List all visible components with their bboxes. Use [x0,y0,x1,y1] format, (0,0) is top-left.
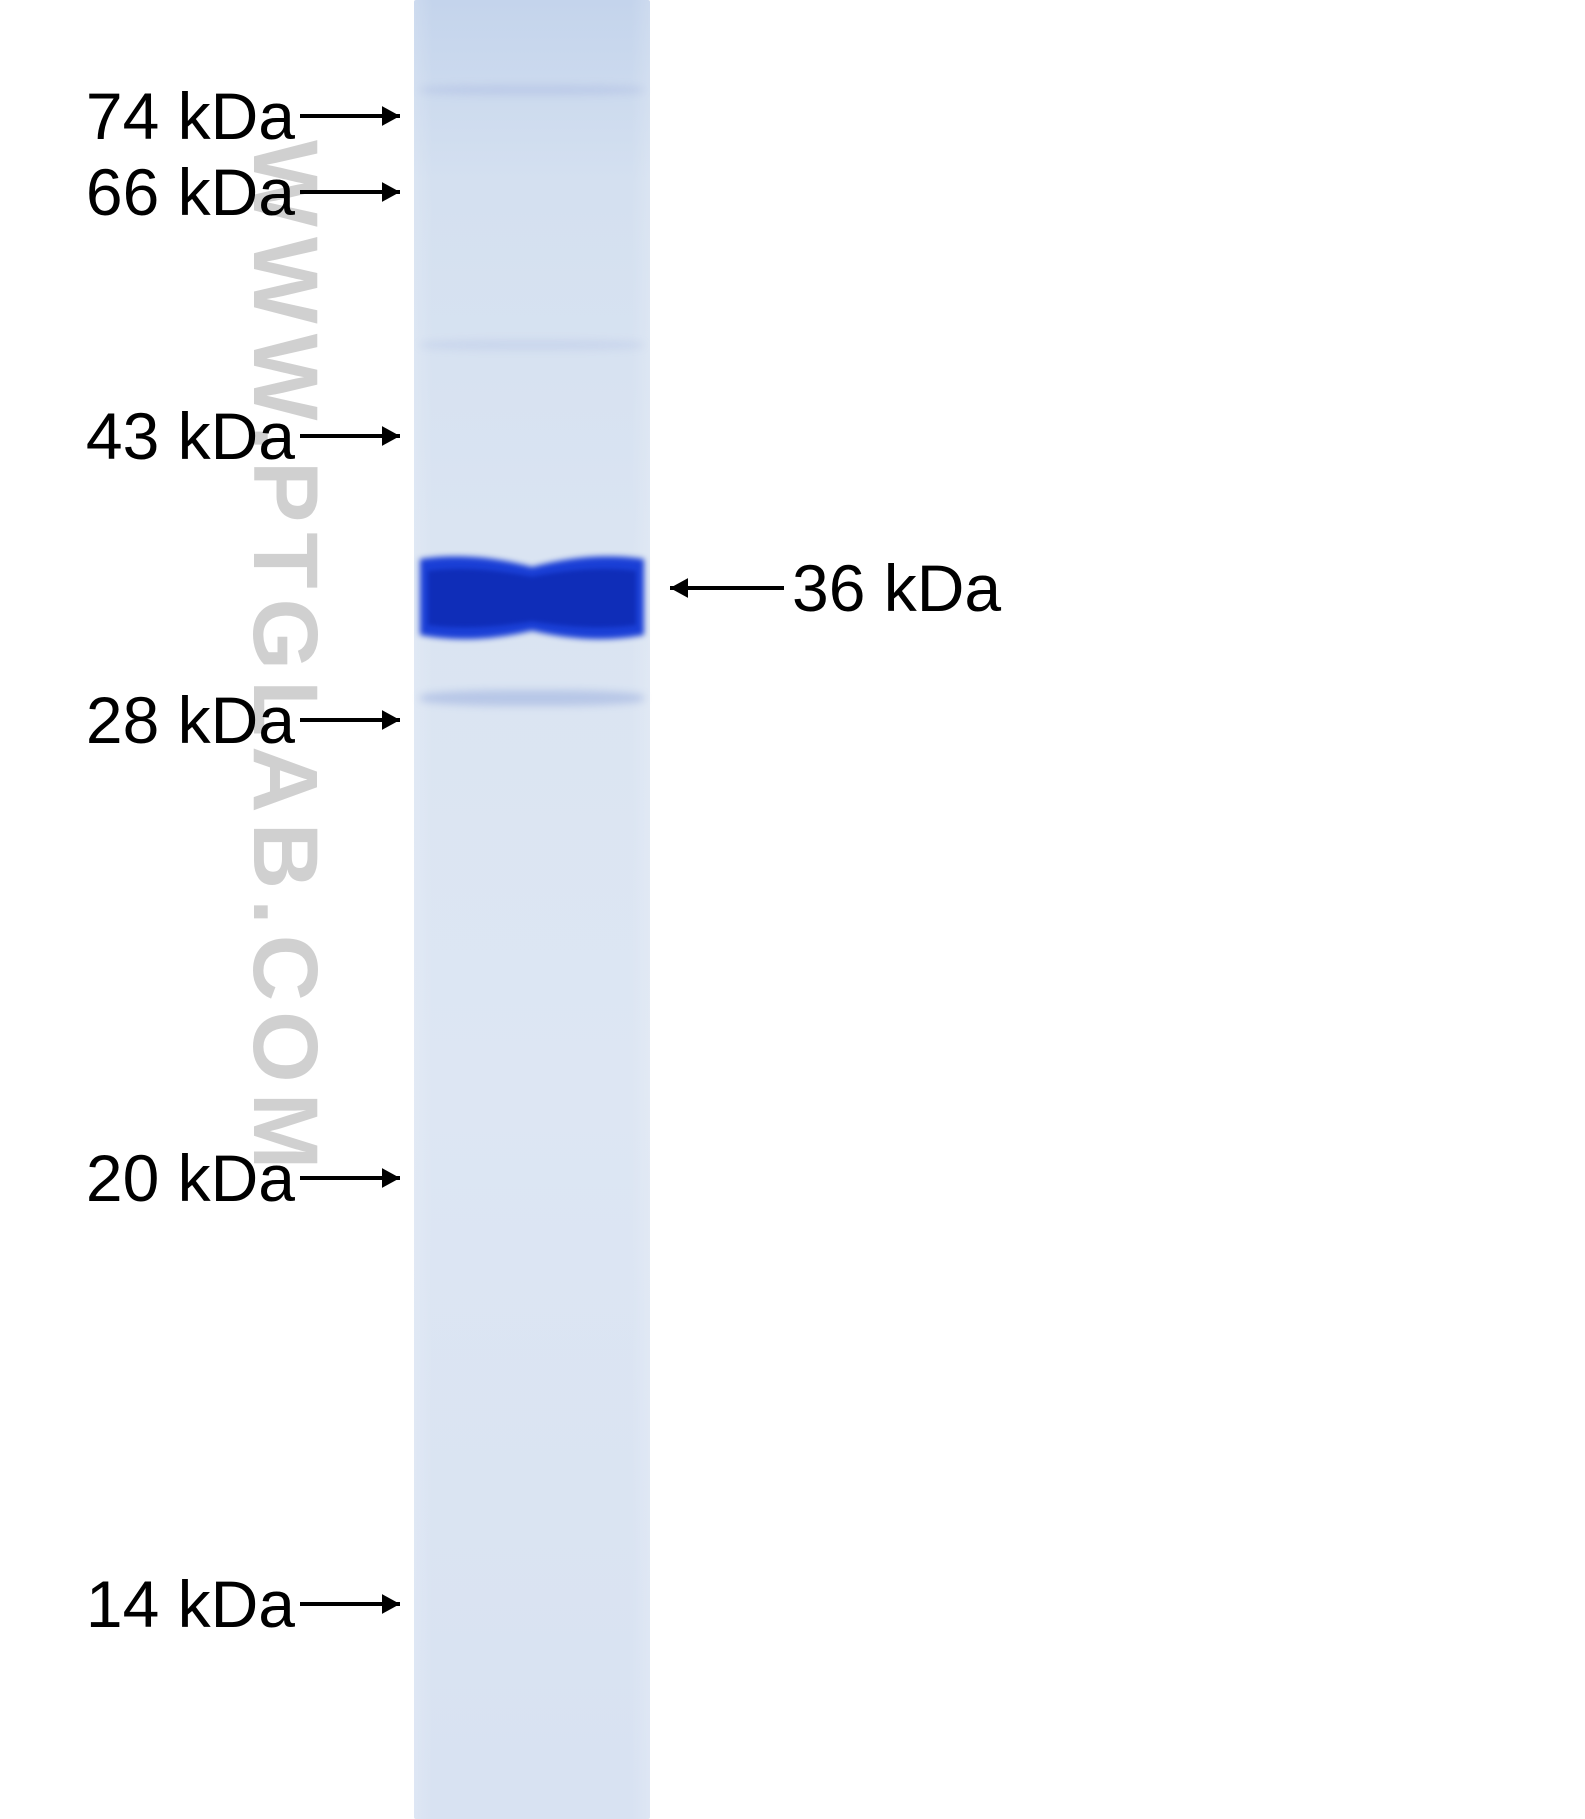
mw-marker-label: 43 kDa [86,398,295,474]
mw-marker-label: 14 kDa [86,1566,295,1642]
faint-band [420,85,644,95]
mw-marker-label: 28 kDa [86,682,295,758]
sample-band-label: 36 kDa [792,550,1001,626]
mw-marker-arrow-icon [282,170,418,214]
faint-band [420,690,644,706]
mw-marker-arrow-icon [282,414,418,458]
protein-band-main [414,543,650,669]
mw-marker-label: 66 kDa [86,154,295,230]
watermark-text: WWW.PTGLAB.COM [232,140,337,1179]
mw-marker-arrow-icon [282,94,418,138]
mw-marker-arrow-icon [282,698,418,742]
mw-marker-arrow-icon [282,1156,418,1200]
sample-band-arrow-icon [652,566,802,610]
faint-band [420,340,644,350]
gel-lane [414,0,650,1819]
mw-marker-label: 74 kDa [86,78,295,154]
mw-marker-arrow-icon [282,1582,418,1626]
mw-marker-label: 20 kDa [86,1140,295,1216]
